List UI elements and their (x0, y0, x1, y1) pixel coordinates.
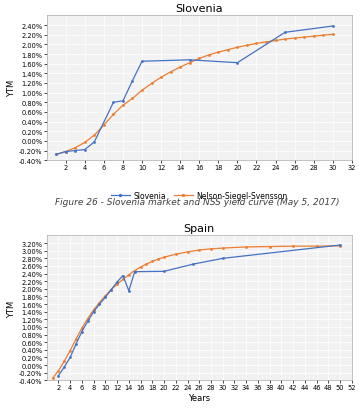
X-axis label: Years: Years (188, 393, 210, 402)
Legend: Slovenia, Nelson-Siegel-Svensson: Slovenia, Nelson-Siegel-Svensson (107, 188, 291, 203)
Y-axis label: YTM: YTM (7, 299, 16, 317)
Y-axis label: YTM: YTM (7, 80, 16, 97)
Title: Spain: Spain (183, 224, 215, 234)
Text: Figure 26 - Slovenia market and NSS yield curve (May 5, 2017): Figure 26 - Slovenia market and NSS yiel… (55, 198, 340, 207)
Title: Slovenia: Slovenia (176, 4, 223, 14)
